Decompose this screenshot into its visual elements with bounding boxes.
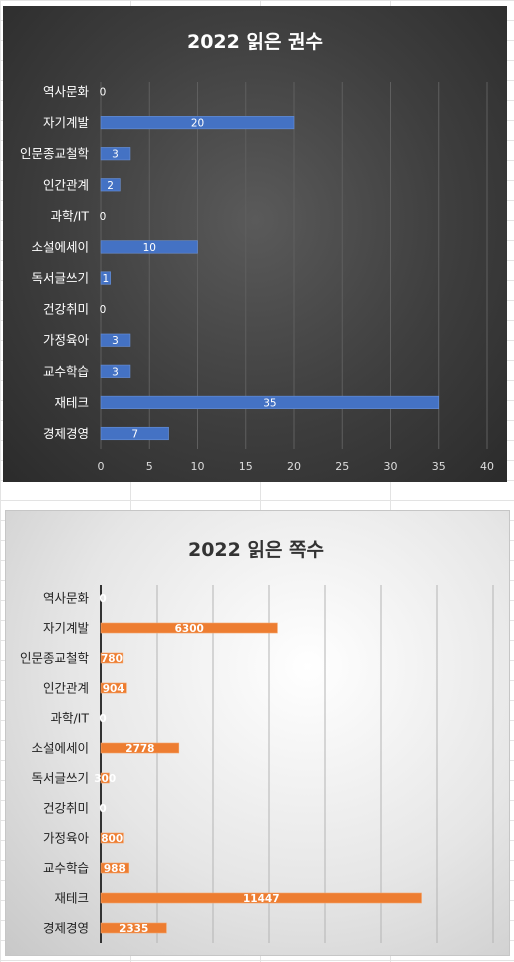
category-label: 재테크 — [54, 395, 89, 410]
data-label: 0 — [100, 304, 107, 316]
data-label: 780 — [101, 653, 123, 665]
data-label: 3 — [112, 335, 119, 347]
category-label: 인문종교철학 — [20, 651, 90, 666]
data-label: 904 — [103, 683, 125, 695]
data-label: 3 — [112, 149, 119, 161]
bar — [100, 147, 131, 161]
bar — [100, 426, 169, 441]
bar — [100, 178, 121, 192]
bar — [100, 682, 127, 694]
x-tick-label: 20 — [287, 460, 301, 473]
category-label: 가정육아 — [43, 333, 90, 348]
category-label: 경제경영 — [43, 921, 89, 936]
data-label: 988 — [104, 863, 126, 875]
category-label: 독서글쓰기 — [31, 271, 89, 286]
bar — [100, 862, 129, 874]
category-label: 인간관계 — [43, 681, 89, 696]
category-label: 역사문화 — [43, 84, 90, 99]
x-tick-label: 15 — [239, 460, 253, 473]
data-label: 7 — [131, 429, 138, 441]
data-label: 3 — [112, 366, 119, 378]
bar — [100, 271, 111, 285]
category-label: 과학/IT — [50, 711, 89, 726]
books-read-chart[interactable]: 2022 읽은 권수 0 5 10 15 20 25 30 35 40 역사문화 0 자기계발 20 인문종… — [3, 6, 507, 482]
data-label: 0 — [99, 713, 106, 725]
data-label: 35 — [263, 397, 276, 409]
data-label: 0 — [100, 87, 107, 99]
bar — [100, 333, 131, 347]
data-label: 10 — [143, 242, 156, 254]
data-label: 0 — [100, 211, 107, 223]
bar — [100, 116, 295, 130]
data-label: 2778 — [125, 743, 154, 755]
category-label: 재테크 — [54, 891, 89, 906]
x-tick-label: 30 — [384, 460, 398, 473]
data-label: 0 — [99, 593, 106, 605]
category-label: 자기계발 — [43, 115, 90, 130]
category-label: 소설에세이 — [31, 741, 89, 756]
data-label: 2335 — [119, 923, 148, 935]
category-label: 자기계발 — [43, 621, 90, 636]
category-label: 교수학습 — [43, 364, 89, 379]
category-label: 교수학습 — [43, 861, 89, 876]
bar — [100, 742, 180, 754]
data-label: 20 — [191, 118, 204, 130]
category-label: 인간관계 — [43, 177, 89, 192]
data-label: 300 — [94, 773, 116, 785]
x-tick-label: 35 — [432, 460, 446, 473]
category-label: 건강취미 — [43, 801, 89, 816]
category-label: 독서글쓰기 — [31, 771, 89, 786]
x-tick-label: 10 — [191, 460, 205, 473]
bar — [100, 832, 124, 844]
category-label: 인문종교철학 — [20, 146, 90, 161]
bar — [100, 652, 124, 664]
category-label: 가정육아 — [43, 831, 90, 846]
bar — [100, 240, 198, 254]
category-label: 과학/IT — [50, 208, 89, 223]
category-label: 건강취미 — [43, 302, 89, 317]
x-tick-label: 25 — [335, 460, 349, 473]
chart-title: 2022 읽은 쪽수 — [188, 539, 324, 561]
bar — [100, 892, 422, 904]
bar — [100, 364, 131, 378]
bar — [100, 395, 440, 409]
category-label: 소설에세이 — [31, 239, 89, 254]
x-tick-label: 40 — [480, 460, 494, 473]
bar — [100, 922, 167, 934]
category-label: 역사문화 — [43, 591, 90, 606]
data-label: 6300 — [175, 623, 204, 635]
bar — [100, 622, 278, 634]
data-label: 1 — [102, 273, 109, 285]
bar — [100, 772, 110, 784]
x-tick-label: 0 — [98, 460, 105, 473]
data-label: 800 — [101, 833, 123, 845]
chart-title: 2022 읽은 권수 — [187, 31, 323, 53]
data-label: 0 — [99, 803, 106, 815]
data-label: 11447 — [243, 893, 280, 905]
data-label: 2 — [107, 180, 114, 192]
x-tick-label: 5 — [146, 460, 153, 473]
category-label: 경제경영 — [43, 426, 89, 441]
